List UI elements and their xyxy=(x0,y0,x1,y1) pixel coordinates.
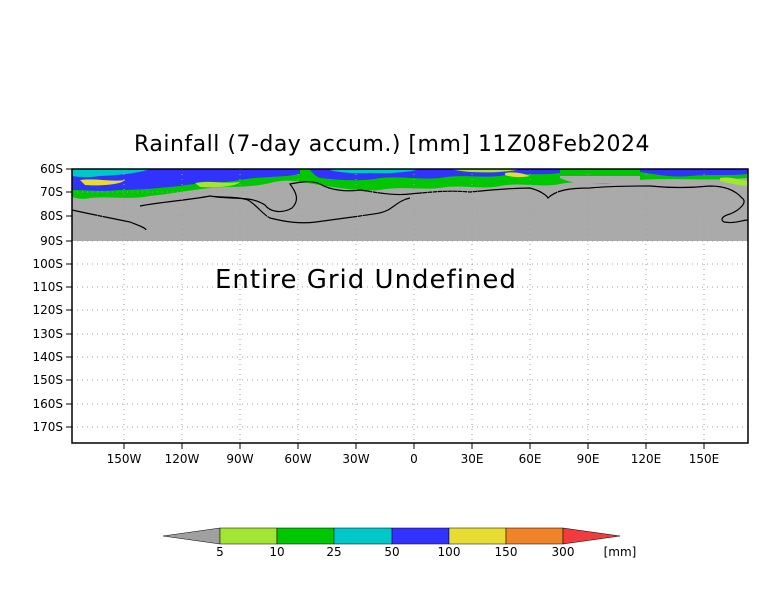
legend-label: 5 xyxy=(216,545,224,559)
x-tick-label: 30W xyxy=(342,452,369,466)
legend-label: 50 xyxy=(384,545,399,559)
y-tick-label: 60S xyxy=(40,162,63,176)
x-tick-labels: 150W 120W 90W 60W 30W 0 30E 60E 90E 120E… xyxy=(107,452,720,466)
undefined-grid-message: Entire Grid Undefined xyxy=(215,265,517,295)
y-tick-labels: 60S 70S 80S 90S 100S 110S 120S 130S 140S… xyxy=(32,162,63,434)
y-tick-label: 80S xyxy=(40,209,63,223)
y-tick-label: 70S xyxy=(40,185,63,199)
y-tick-label: 120S xyxy=(32,303,63,317)
x-tick-label: 0 xyxy=(410,452,418,466)
x-tick-label: 150W xyxy=(107,452,142,466)
y-tick-label: 90S xyxy=(40,234,63,248)
y-tick-marks xyxy=(66,168,72,428)
legend-label: 150 xyxy=(495,545,518,559)
y-tick-label: 170S xyxy=(32,420,63,434)
legend-below-triangle xyxy=(162,527,221,545)
legend-label: 300 xyxy=(552,545,575,559)
map-title: Rainfall (7-day accum.) [mm] 11Z08Feb202… xyxy=(134,132,650,157)
y-tick-label: 110S xyxy=(32,280,63,294)
legend-unit: [mm] xyxy=(604,545,637,559)
x-tick-label: 90E xyxy=(577,452,600,466)
legend-bin xyxy=(391,527,450,545)
grid-lines xyxy=(72,169,748,443)
x-tick-label: 120E xyxy=(631,452,662,466)
legend-colorbar xyxy=(162,527,621,545)
legend-bin xyxy=(219,527,278,545)
coastline xyxy=(71,181,749,231)
x-tick-label: 60E xyxy=(519,452,542,466)
legend-bin xyxy=(505,527,564,545)
x-tick-label: 60W xyxy=(284,452,311,466)
legend-labels: 5 10 25 50 100 150 300 [mm] xyxy=(216,545,636,559)
x-tick-label: 30E xyxy=(461,452,484,466)
legend-label: 100 xyxy=(438,545,461,559)
legend-above-triangle xyxy=(562,527,621,545)
y-tick-label: 160S xyxy=(32,397,63,411)
x-tick-marks xyxy=(123,443,705,449)
map-frame xyxy=(71,168,749,444)
x-tick-label: 90W xyxy=(226,452,253,466)
legend-label: 25 xyxy=(326,545,341,559)
precip-band xyxy=(72,169,748,199)
legend-bin xyxy=(333,527,393,545)
legend-label: 10 xyxy=(269,545,284,559)
legend-bin xyxy=(448,527,507,545)
y-tick-label: 130S xyxy=(32,327,63,341)
x-tick-label: 150E xyxy=(689,452,720,466)
y-tick-label: 150S xyxy=(32,373,63,387)
x-tick-label: 120W xyxy=(165,452,200,466)
y-tick-label: 100S xyxy=(32,257,63,271)
legend-bin xyxy=(276,527,335,545)
y-tick-label: 140S xyxy=(32,350,63,364)
